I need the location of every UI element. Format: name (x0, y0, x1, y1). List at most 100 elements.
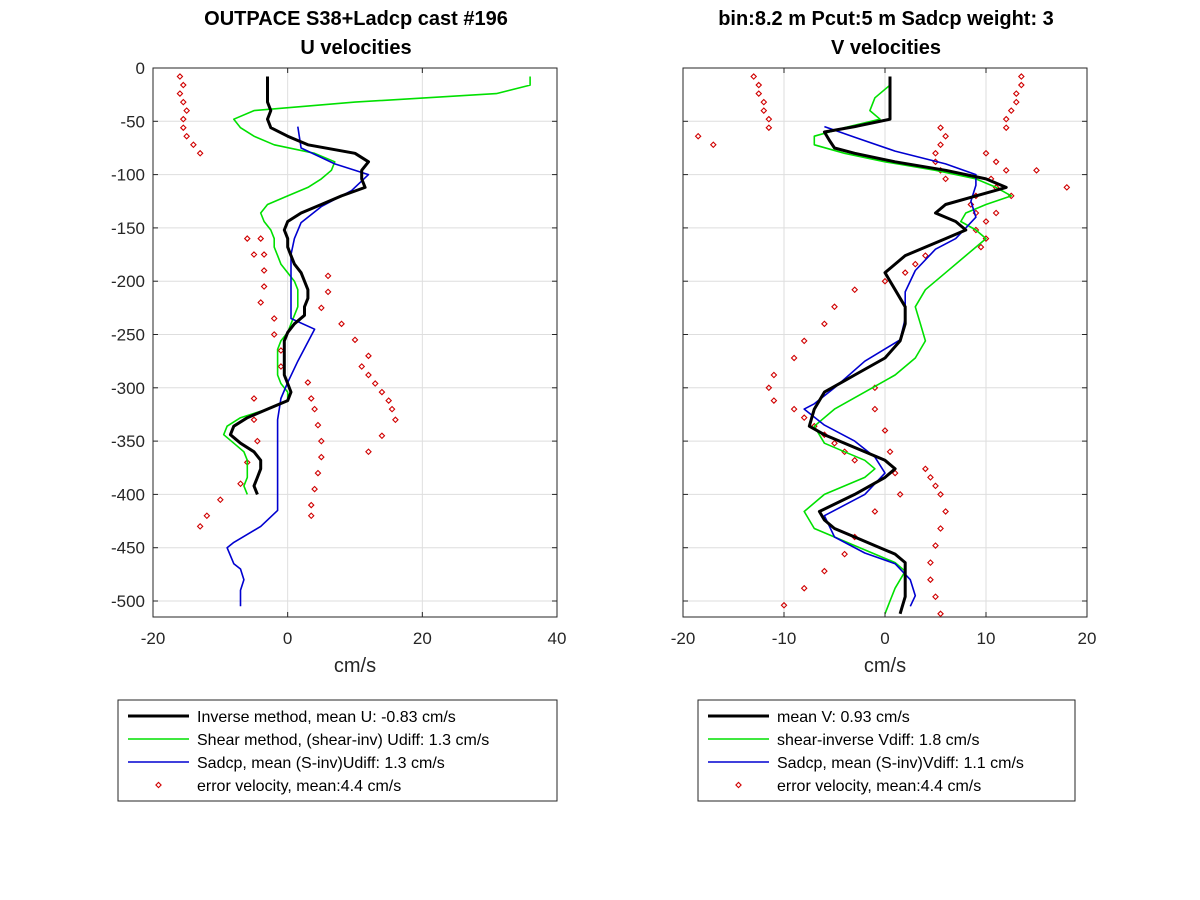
error-velocity-point (338, 320, 345, 328)
error-velocity-point (378, 432, 386, 440)
error-velocity-point (967, 201, 975, 208)
error-velocity-point (982, 218, 990, 225)
error-velocity-point (927, 473, 934, 481)
error-velocity-point (821, 567, 828, 575)
y-tick-label: -150 (111, 219, 145, 238)
error-velocity-point (871, 508, 879, 515)
y-tick-label: 0 (136, 59, 145, 78)
error-velocity-point (371, 380, 379, 387)
error-velocity-point (1033, 166, 1040, 174)
error-velocity-point (871, 405, 879, 413)
error-velocity-point (790, 354, 798, 362)
error-velocity-point (250, 251, 258, 258)
error-velocity-point (760, 107, 768, 115)
error-velocity-point (243, 235, 251, 242)
error-velocity-point (388, 405, 396, 413)
error-velocity-point (765, 115, 773, 123)
error-velocity-point (942, 508, 949, 515)
y-tick-label: -500 (111, 592, 145, 611)
error-velocity-point (1002, 124, 1010, 132)
error-velocity-point (196, 149, 204, 157)
x-tick-label: 40 (548, 629, 567, 648)
series-line-3 (226, 126, 370, 607)
error-velocity-point (1063, 184, 1071, 191)
error-velocity-point (260, 251, 268, 258)
error-velocity-point (179, 124, 187, 132)
legend-swatch-marker (735, 781, 742, 789)
y-tick-label: -400 (111, 485, 145, 504)
error-velocity-point (253, 437, 261, 445)
error-velocity-point (307, 395, 315, 402)
error-velocity-point (257, 235, 265, 242)
chart-panel-2: bin:8.2 m Pcut:5 m Sadcp weight: 3 V velo… (671, 8, 1096, 802)
error-velocity-point (260, 267, 268, 274)
chart-subtitle: U velocities (300, 37, 411, 59)
error-velocity-point (831, 303, 838, 311)
legend-entry-label: Sadcp, mean (S-inv)Vdiff: 1.1 cm/s (777, 755, 1024, 772)
x-tick-label: -20 (141, 629, 166, 648)
error-velocity-point (831, 439, 838, 447)
error-velocity-point (365, 371, 372, 379)
error-velocity-point (901, 269, 909, 277)
legend-entry-label: mean V: 0.93 cm/s (777, 709, 910, 726)
error-velocity-point (755, 90, 763, 97)
error-velocity-point (881, 427, 889, 434)
error-velocity-point (790, 405, 798, 413)
y-tick-label: -50 (120, 112, 145, 131)
error-velocity-point (250, 416, 258, 424)
legend-entry-label: Inverse method, mean U: -0.83 cm/s (197, 709, 456, 726)
legend-entry-label: Shear method, (shear-inv) Udiff: 1.3 cm/… (197, 732, 489, 749)
error-velocity-point (277, 347, 285, 354)
error-velocity-point (311, 485, 318, 493)
error-velocity-point (851, 286, 859, 294)
error-velocity-point (1007, 107, 1015, 115)
error-velocity-point (932, 149, 939, 157)
legend-entry-label: error velocity, mean:4.4 cm/s (777, 778, 981, 795)
legend-box (117, 699, 558, 802)
error-velocity-point (179, 115, 187, 123)
error-velocity-point (365, 448, 372, 456)
error-velocity-point (317, 304, 325, 312)
series-line-1 (807, 76, 1008, 615)
series-line-3 (803, 125, 977, 607)
error-velocity-point (1017, 73, 1025, 80)
legend-entry-label: error velocity, mean:4.4 cm/s (197, 778, 401, 795)
error-velocity-point (216, 496, 224, 504)
error-velocity-point (250, 395, 258, 402)
error-velocity-point (378, 388, 386, 396)
error-velocity-point (260, 283, 268, 290)
error-velocity-point (942, 132, 949, 140)
error-velocity-point (307, 512, 315, 520)
error-velocity-point (927, 559, 934, 567)
error-velocity-point (311, 405, 318, 413)
series-line-1 (228, 76, 370, 495)
error-velocity-point (800, 584, 808, 592)
error-velocity-point (351, 336, 359, 344)
chart-title: OUTPACE S38+Ladcp cast #196 (204, 8, 508, 30)
legend-entry-label: shear-inverse Vdiff: 1.8 cm/s (777, 732, 979, 749)
y-tick-label: -450 (111, 539, 145, 558)
error-velocity-point (992, 158, 1000, 166)
error-velocity-point (277, 363, 285, 370)
error-velocity-point (800, 414, 808, 422)
error-velocity-point (937, 491, 944, 498)
error-velocity-point (183, 107, 191, 115)
x-tick-label: 20 (413, 629, 432, 648)
x-axis-label: cm/s (334, 655, 376, 677)
error-velocity-point (1012, 90, 1020, 97)
error-velocity-point (694, 132, 702, 140)
series-line-2 (222, 76, 531, 495)
chart-subtitle: V velocities (831, 37, 941, 59)
error-velocity-point (750, 73, 758, 80)
x-tick-label: 10 (977, 629, 996, 648)
x-tick-label: -20 (671, 629, 696, 648)
error-velocity-point (780, 601, 788, 609)
y-tick-label: -250 (111, 326, 145, 345)
data-layer (176, 73, 531, 607)
legend-swatch-marker (155, 781, 162, 789)
series-line-2 (803, 76, 1013, 615)
error-velocity-point (196, 523, 204, 530)
y-tick-label: -200 (111, 272, 145, 291)
error-velocity-point (314, 421, 322, 429)
error-velocity-point (982, 149, 990, 157)
